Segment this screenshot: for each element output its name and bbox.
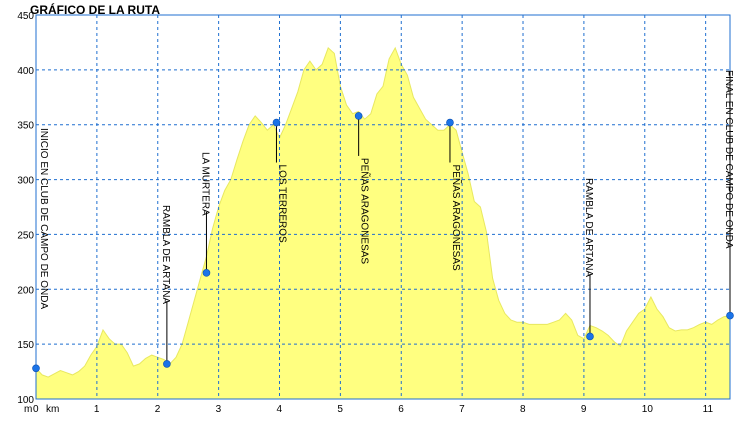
x-tick-label: 11	[703, 404, 714, 415]
x-tick-label: 5	[337, 404, 343, 415]
waypoint-marker	[32, 364, 40, 373]
y-tick-label: 350	[17, 121, 34, 132]
waypoint-label: PEÑAS ARAGONESAS	[359, 158, 372, 264]
waypoint-label: RAMBLA DE ARTANA	[583, 178, 594, 277]
x-tick-label: 8	[520, 404, 526, 415]
y-tick-label: 150	[17, 340, 34, 351]
waypoints: INICIO EN CLUB DE CAMPO DE ONDA RAMBLA DE…	[32, 70, 734, 373]
y-tick-label: 250	[17, 230, 34, 241]
x-tick-label: 9	[581, 404, 587, 415]
chart-title: GRÁFICO DE LA RUTA	[30, 2, 160, 17]
x-tick-label: 4	[277, 404, 283, 415]
y-tick-label: 300	[17, 176, 34, 187]
waypoint-label: FINAL EN CLUB DE CAMPO DE ONDA	[723, 70, 734, 249]
y-tick-label: 400	[17, 66, 34, 77]
x-tick-label: 3	[216, 404, 222, 415]
x-tick-label: 0	[33, 404, 39, 415]
waypoint-label: LOS TERREROS	[276, 165, 287, 243]
waypoint-label: LA MURTERA	[199, 152, 210, 216]
x-tick-label: 7	[459, 404, 465, 415]
x-tick-label: 6	[398, 404, 404, 415]
y-tick-label: 100	[17, 395, 34, 406]
waypoint-marker	[446, 118, 454, 127]
waypoint-marker	[354, 112, 363, 120]
y-tick-label: 200	[17, 285, 34, 296]
waypoint-marker	[163, 360, 171, 368]
waypoint-marker	[726, 311, 734, 320]
x-tick-label: 1	[94, 404, 100, 415]
x-tick-label: 10	[642, 404, 654, 415]
waypoint-label: INICIO EN CLUB DE CAMPO DE ONDA	[38, 128, 49, 309]
y-unit-label: m	[24, 404, 32, 415]
axis-labels: 100 150 200 250 300 350 400 450 m 0 1 2 3 4 5 6 7 8 9 10 11 k…	[17, 11, 713, 415]
y-tick-label: 450	[17, 11, 34, 22]
plot-area	[35, 46, 731, 400]
waypoint-label: PEÑAS ARAGONESAS	[450, 165, 463, 271]
x-unit-label: km	[46, 404, 59, 415]
waypoint-label: RAMBLA DE ARTANA	[160, 205, 171, 304]
x-tick-label: 2	[155, 404, 161, 415]
grid	[36, 15, 730, 399]
waypoint-marker	[202, 269, 211, 277]
elevation-area	[35, 46, 731, 400]
waypoint-marker	[586, 332, 594, 341]
waypoint-marker	[272, 118, 281, 127]
